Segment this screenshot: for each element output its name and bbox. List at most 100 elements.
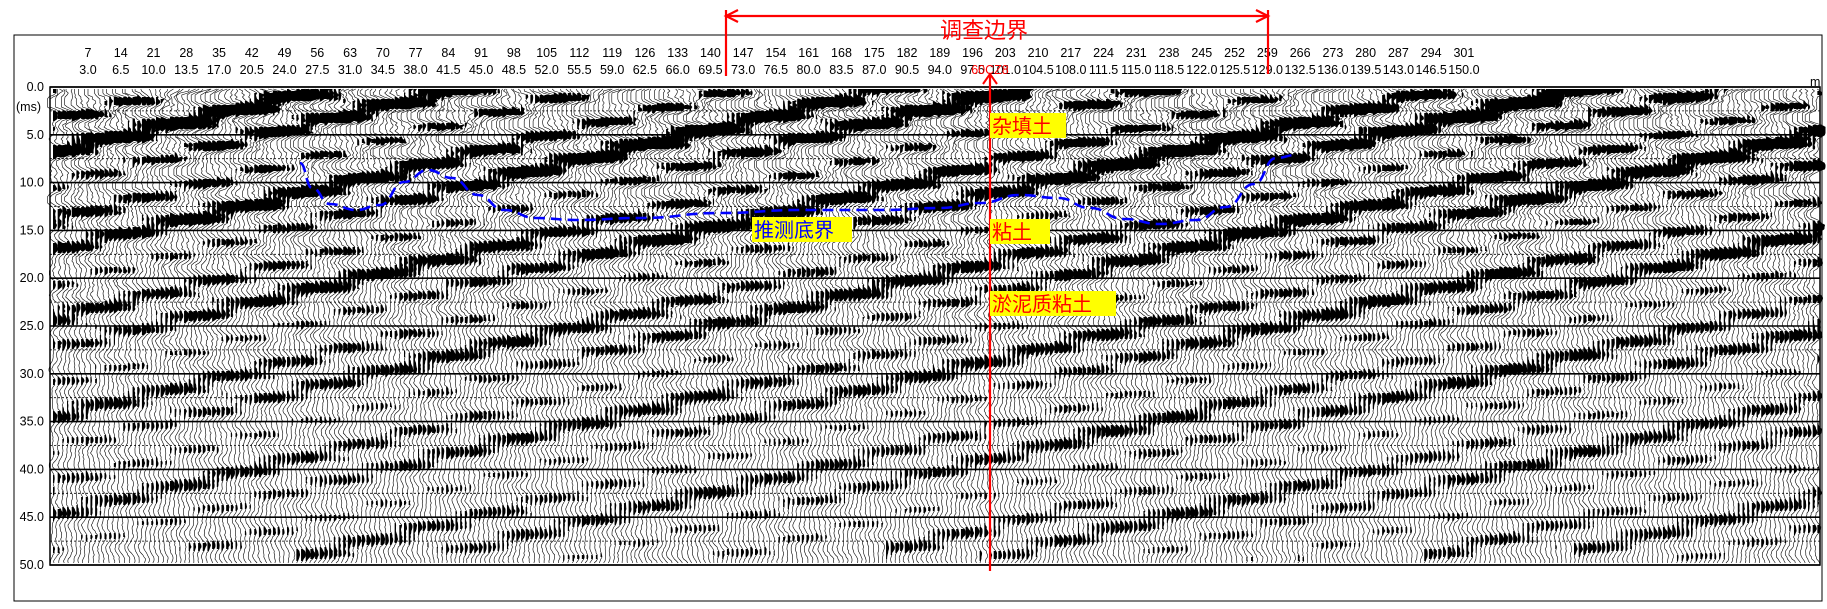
top-tick-label: 154 [766,46,787,60]
time-tick-label: 5.0 [27,128,44,142]
top-tick-label: 77 [409,46,423,60]
layer-label-clay: 粘土 [990,219,1050,244]
distance-tick-label: 115.0 [1121,63,1151,77]
top-tick-label: 91 [474,46,488,60]
layer-label-clay-text: 粘土 [992,220,1032,244]
top-tick-label: 70 [376,46,390,60]
borehole-marker: 60CZ8 [971,63,1009,571]
distance-tick-label: 139.5 [1350,63,1381,77]
distance-axis-labels: 3.0 6.5 10.0 13.5 17.0 20.5 24.0 27.5 31.0 34.5 38… [79,63,1479,77]
distance-tick-label: 13.5 [174,63,198,77]
top-tick-label: 28 [179,46,193,60]
time-tick-label: 35.0 [20,415,44,429]
time-tick-label: 50.0 [20,558,44,572]
inferred-bottom-boundary [299,153,1297,226]
top-tick-label: 35 [212,46,226,60]
distance-tick-label: 111.5 [1089,63,1118,77]
top-tick-label: 119 [602,46,622,60]
top-tick-label: 245 [1191,46,1212,60]
distance-tick-label: 125.5 [1219,63,1250,77]
distance-tick-label: 17.0 [207,63,231,77]
time-tick-label: 15.0 [20,223,44,237]
distance-tick-label: 27.5 [305,63,329,77]
top-tick-label: 210 [1028,46,1049,60]
time-gridlines [50,86,1820,566]
distance-tick-label: 48.5 [502,63,526,77]
time-tick-label: 30.0 [20,367,44,381]
time-axis-labels: 0.0 5.0 10.0 15.0 20.0 25.0 30.0 35.0 40.0 45.0 50… [20,80,44,572]
investigation-boundary: 调查边界 [723,9,1271,76]
top-tick-label: 56 [310,46,324,60]
distance-tick-label: 6.5 [112,63,129,77]
distance-tick-label: 143.0 [1383,63,1414,77]
distance-tick-label: 62.5 [633,63,657,77]
distance-tick-label: 66.0 [666,63,690,77]
layer-label-silty-clay-text: 淤泥质粘土 [992,292,1092,316]
plot-frame [49,86,1821,566]
top-tick-label: 231 [1126,46,1147,60]
boundary-label: 推测底界 [752,217,852,242]
layer-label-fill-text: 杂填土 [992,114,1052,138]
distance-tick-label: 38.0 [403,63,427,77]
distance-tick-label: 41.5 [436,63,460,77]
distance-tick-label: 97.5 [960,63,984,77]
layer-label-silty-clay: 淤泥质粘土 [990,291,1116,316]
time-tick-label: 0.0 [27,80,44,94]
top-tick-label: 126 [634,46,655,60]
time-tick-label: 45.0 [20,510,44,524]
time-tick-label: 25.0 [20,319,44,333]
arrow-up-icon [982,72,998,85]
top-tick-label: 161 [798,46,819,60]
distance-tick-label: 69.5 [698,63,722,77]
outer-frame [13,34,1823,602]
distance-tick-label: 108.0 [1055,63,1086,77]
top-tick-label: 182 [897,46,918,60]
distance-tick-label: 101.0 [990,63,1021,77]
distance-tick-label: 150.0 [1448,63,1479,77]
layer-label-fill: 杂填土 [990,113,1066,138]
distance-tick-label: 45.0 [469,63,493,77]
distance-tick-label: 31.0 [338,63,362,77]
top-tick-label: 273 [1322,46,1343,60]
top-tick-label: 42 [245,46,259,60]
top-tick-label: 147 [733,46,754,60]
distance-tick-label: 3.0 [79,63,96,77]
distance-tick-label: 83.5 [829,63,853,77]
top-tick-label: 280 [1355,46,1376,60]
top-tick-label: 301 [1453,46,1474,60]
distance-tick-label: 59.0 [600,63,624,77]
distance-tick-label: 20.5 [240,63,264,77]
top-tick-label: 133 [667,46,688,60]
top-tick-label: 294 [1421,46,1442,60]
distance-tick-label: 132.5 [1284,63,1315,77]
top-tick-label: 7 [85,46,92,60]
top-tick-label: 105 [536,46,557,60]
time-tick-label: 10.0 [20,176,44,190]
boundary-label-text: 推测底界 [754,218,834,242]
distance-tick-label: 24.0 [272,63,296,77]
distance-unit: m [1810,75,1820,89]
distance-tick-label: 10.0 [141,63,165,77]
top-tick-label: 287 [1388,46,1409,60]
distance-tick-label: 55.5 [567,63,591,77]
top-tick-label: 224 [1093,46,1114,60]
top-tick-label: 217 [1060,46,1081,60]
time-tick-label: 20.0 [20,271,44,285]
distance-tick-label: 80.0 [797,63,821,77]
top-tick-label: 189 [929,46,950,60]
top-tick-label: 196 [962,46,983,60]
top-tick-label: 98 [507,46,521,60]
distance-tick-label: 118.5 [1154,63,1184,77]
top-tick-label: 238 [1159,46,1180,60]
time-unit: (ms) [16,100,41,114]
distance-tick-label: 104.5 [1022,63,1053,77]
distance-tick-label: 146.5 [1416,63,1447,77]
distance-tick-label: 73.0 [731,63,755,77]
top-tick-label: 21 [147,46,161,60]
marker-label: 60CZ8 [971,63,1009,77]
boundary-title: 调查边界 [940,19,1028,44]
distance-tick-label: 136.0 [1317,63,1348,77]
top-tick-label: 252 [1224,46,1245,60]
top-tick-label: 203 [995,46,1016,60]
